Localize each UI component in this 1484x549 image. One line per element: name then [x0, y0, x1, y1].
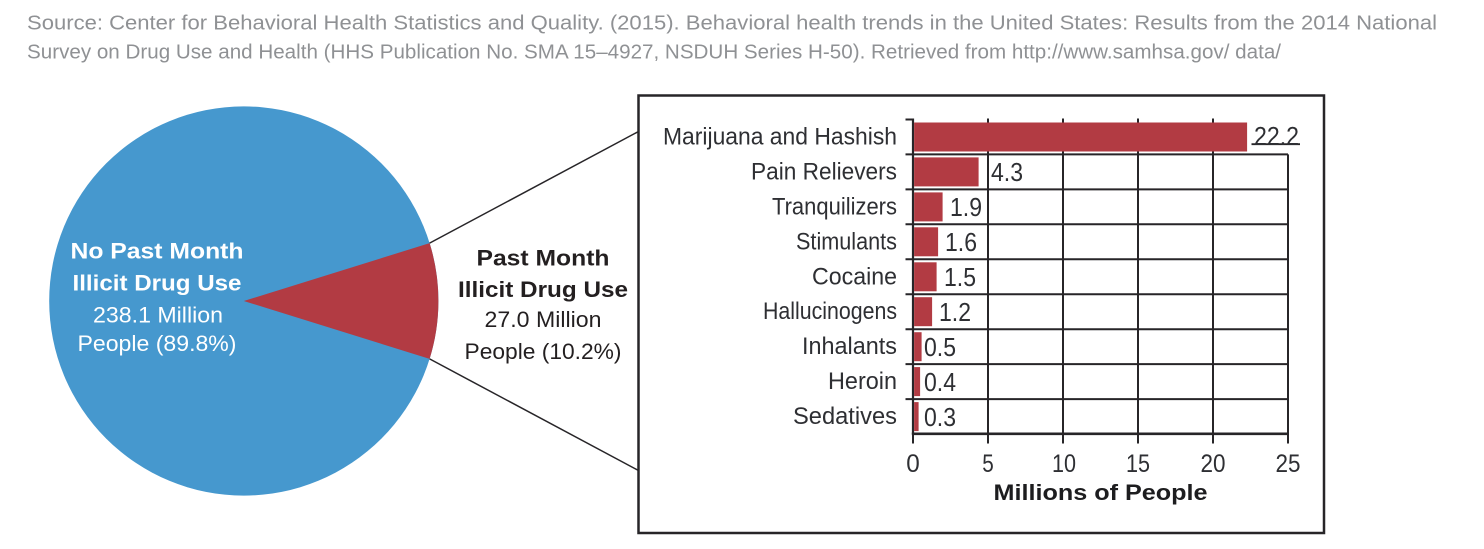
- svg-text:5: 5: [982, 450, 994, 478]
- svg-text:1.2: 1.2: [939, 297, 971, 327]
- svg-text:Illicit Drug Use: Illicit Drug Use: [73, 271, 242, 296]
- svg-text:10: 10: [1052, 450, 1076, 478]
- svg-text:Survey on Drug Use and Health: Survey on Drug Use and Health (HHS Publi…: [27, 41, 1281, 64]
- svg-text:20: 20: [1201, 450, 1226, 478]
- svg-text:No Past Month: No Past Month: [71, 239, 244, 264]
- svg-text:Inhalants: Inhalants: [802, 333, 897, 360]
- svg-text:0.3: 0.3: [924, 402, 956, 432]
- svg-text:25: 25: [1276, 450, 1301, 478]
- svg-text:Past Month: Past Month: [477, 246, 610, 271]
- svg-text:0: 0: [906, 450, 920, 478]
- svg-text:27.0 Million: 27.0 Million: [485, 307, 602, 332]
- svg-text:0.4: 0.4: [924, 367, 956, 397]
- svg-text:0.5: 0.5: [924, 332, 956, 362]
- svg-text:22.2: 22.2: [1254, 121, 1299, 151]
- svg-text:Stimulants: Stimulants: [796, 228, 897, 255]
- svg-text:People (10.2%): People (10.2%): [465, 339, 622, 364]
- svg-text:People (89.8%): People (89.8%): [78, 331, 237, 356]
- svg-text:1.5: 1.5: [944, 262, 976, 292]
- svg-text:15: 15: [1126, 450, 1150, 478]
- svg-text:238.1 Million: 238.1 Million: [93, 303, 223, 328]
- svg-text:Pain Relievers: Pain Relievers: [751, 158, 897, 185]
- svg-text:Millions of People: Millions of People: [994, 480, 1208, 505]
- svg-text:Tranquilizers: Tranquilizers: [772, 193, 897, 220]
- svg-text:Hallucinogens: Hallucinogens: [763, 298, 897, 325]
- svg-text:Sedatives: Sedatives: [793, 403, 897, 430]
- svg-text:Cocaine: Cocaine: [812, 263, 897, 290]
- svg-text:Heroin: Heroin: [828, 368, 897, 395]
- svg-text:Illicit Drug Use: Illicit Drug Use: [458, 277, 628, 302]
- svg-text:4.3: 4.3: [991, 157, 1023, 187]
- svg-text:Source: Center for Behavioral: Source: Center for Behavioral Health Sta…: [27, 12, 1437, 35]
- svg-text:1.6: 1.6: [945, 227, 977, 257]
- svg-text:1.9: 1.9: [950, 192, 982, 222]
- svg-text:Marijuana and Hashish: Marijuana and Hashish: [663, 124, 897, 151]
